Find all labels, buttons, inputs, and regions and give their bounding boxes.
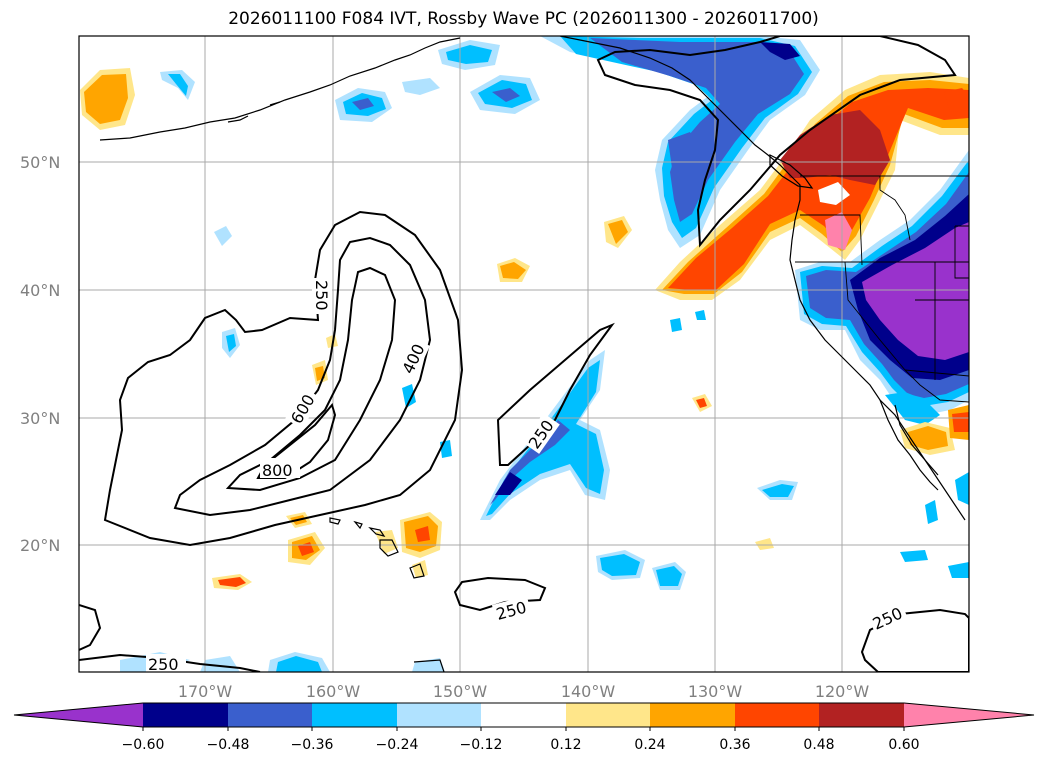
colorbar-bin-p024 bbox=[650, 703, 735, 727]
map-frame bbox=[78, 35, 970, 673]
colorbar-tick-label: −0.12 bbox=[460, 737, 503, 753]
colorbar-extend-high bbox=[904, 703, 1034, 727]
anomaly-blob-nw bbox=[80, 68, 135, 130]
lon-label-120: 120°W bbox=[815, 682, 870, 701]
colorbar-tick-label: 0.60 bbox=[888, 737, 919, 753]
colorbar-tick-label: −0.48 bbox=[207, 737, 250, 753]
colorbar-ticks bbox=[142, 727, 905, 731]
colorbar-bin-p048 bbox=[819, 703, 904, 727]
colorbar-tick-label: 0.12 bbox=[550, 737, 581, 753]
ivt-contour-400 bbox=[173, 236, 432, 517]
longitude-labels: 170°W 160°W 150°W 140°W 130°W 120°W bbox=[178, 682, 870, 701]
lat-label-50: 50°N bbox=[20, 153, 60, 172]
colorbar-bin-p012 bbox=[566, 703, 650, 727]
anomaly-blob-north-blue bbox=[160, 40, 540, 122]
ivt-contour-600 bbox=[225, 266, 397, 492]
colorbar: −0.60 −0.48 −0.36 −0.24 −0.12 0.12 0.24 … bbox=[13, 702, 1035, 753]
colorbar-bin-zero bbox=[481, 703, 566, 727]
ivt-contour-250-outer bbox=[103, 210, 464, 547]
latitude-labels: 50°N 40°N 30°N 20°N bbox=[20, 153, 60, 555]
colorbar-tick-label: 0.36 bbox=[719, 737, 750, 753]
colorbar-tick-label: −0.60 bbox=[122, 737, 165, 753]
lon-label-150: 150°W bbox=[433, 682, 488, 701]
anomaly-area-western-us bbox=[795, 150, 969, 425]
colorbar-tick-label: −0.36 bbox=[291, 737, 334, 753]
lat-label-30: 30°N bbox=[20, 409, 60, 428]
colorbar-bin-p036 bbox=[735, 703, 819, 727]
lat-label-40: 40°N bbox=[20, 281, 60, 300]
coastlines bbox=[99, 36, 966, 672]
colorbar-bin-n036 bbox=[312, 703, 397, 727]
colorbar-bin-n024 bbox=[397, 703, 481, 727]
colorbar-bin-n048 bbox=[228, 703, 312, 727]
colorbar-tick-label: 0.48 bbox=[803, 737, 834, 753]
colorbar-tick-label: −0.24 bbox=[376, 737, 419, 753]
contour-label-250-core: 250 bbox=[312, 280, 331, 311]
lon-label-160: 160°W bbox=[306, 682, 361, 701]
lon-label-170: 170°W bbox=[178, 682, 233, 701]
anomaly-small-blobs bbox=[120, 216, 969, 672]
lon-label-140: 140°W bbox=[561, 682, 616, 701]
colorbar-bin-n060 bbox=[143, 703, 228, 727]
lat-label-20: 20°N bbox=[20, 536, 60, 555]
ivt-contour-250-central bbox=[496, 322, 615, 466]
ivt-contour-250-nw bbox=[596, 36, 957, 248]
anomaly-band-gulf-alaska bbox=[540, 36, 820, 248]
map-title: 2026011100 F084 IVT, Rossby Wave PC (202… bbox=[228, 9, 819, 29]
contour-label-250-sw: 250 bbox=[148, 655, 179, 674]
colorbar-extend-low bbox=[14, 703, 143, 727]
political-borders bbox=[795, 175, 969, 403]
anomaly-band-atmospheric-river bbox=[655, 72, 969, 300]
lon-label-130: 130°W bbox=[688, 682, 743, 701]
colorbar-tick-label: 0.24 bbox=[634, 737, 665, 753]
contour-label-800: 800 bbox=[262, 461, 293, 480]
